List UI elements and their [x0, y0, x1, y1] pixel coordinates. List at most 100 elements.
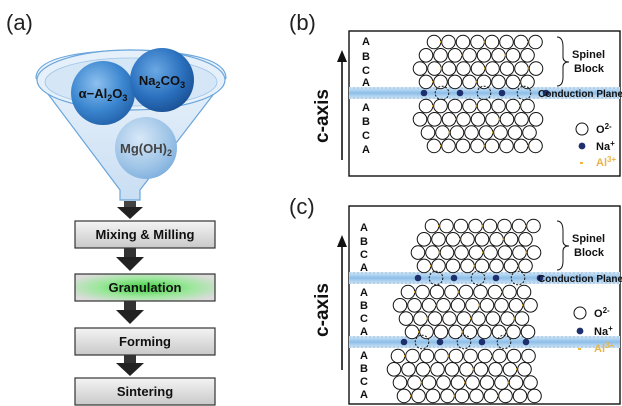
panel-c-oxygen-atom	[494, 375, 509, 390]
panel-a-label: (a)	[6, 10, 33, 35]
panel-c-oxygen-atom	[427, 311, 443, 326]
panel-c-oxygen-atom	[474, 258, 490, 274]
panel-c-row-mid-1: B	[360, 300, 368, 312]
soda-sphere: Na2CO3	[130, 48, 194, 112]
panel-b-oxygen-atom	[470, 138, 485, 154]
panel-c-bridging-oxygen	[414, 334, 430, 350]
panel-b-oxygen-atom	[456, 61, 471, 76]
panel-b-oxygen-atom	[514, 112, 529, 127]
panel-c-oxygen-atom	[413, 311, 428, 326]
panel-c-oxygen-atom	[502, 362, 518, 377]
panel-c-sodium-ion	[536, 274, 544, 282]
panel-c-oxygen-atom	[453, 218, 469, 234]
panel-b-oxygen-atom	[418, 98, 434, 114]
panel-b-oxygen-atom	[433, 98, 448, 114]
panel-b-oxygen-atom	[513, 34, 529, 50]
arrow-funnel-to-mixing	[117, 201, 143, 219]
panel-c-spinel-brace: Spinel Block	[556, 220, 605, 271]
panel-c-oxygen-atom	[448, 324, 463, 340]
panel-c-oxygen-atom	[462, 324, 478, 340]
panel-c-oxygen-atom	[492, 348, 507, 364]
panel-c-oxygen-atom	[405, 348, 420, 364]
panel-c-oxygen-atom	[450, 375, 466, 390]
panel-c-axis: c-axis	[312, 235, 347, 370]
panel-c-oxygen-atom	[439, 218, 454, 234]
panel-b-oxygen-atom	[418, 48, 434, 63]
panel-c-lattice	[386, 218, 544, 404]
panel-c-oxygen-atom	[429, 284, 445, 300]
panel-b-oxygen-atom	[456, 112, 471, 127]
panel-b-oxygen-atom	[447, 98, 463, 114]
panel-b-spinel-brace: Spinel Block	[556, 36, 605, 87]
panel-b-oxygen-atom	[427, 112, 442, 127]
panel-c-sodium-ion	[492, 274, 500, 282]
panel-c-oxygen-atom	[436, 298, 451, 313]
panel-c-oxygen-atom	[485, 311, 501, 326]
panel-b-oxygen-atom	[420, 125, 436, 140]
legend-c-sodium: Na+	[594, 324, 613, 338]
panel-c-sodium-ion	[414, 274, 422, 282]
panel-b-oxygen-atom	[505, 48, 521, 63]
legend-c-aluminum-dot	[578, 348, 581, 350]
panel-c-row-top-0: A	[360, 222, 368, 234]
panel-c-oxygen-atom	[431, 258, 446, 274]
panel-b-oxygen-atom	[484, 138, 500, 154]
panel-c-oxygen-atom	[430, 362, 445, 377]
panel-b-row-2: C	[362, 65, 370, 77]
panel-b-oxygen-atom	[514, 61, 529, 76]
panel-c-oxygen-atom	[477, 348, 493, 364]
panel-c-oxygen-atom	[460, 232, 475, 247]
panel-b-oxygen-atom	[522, 125, 537, 140]
panel-b-oxygen-atom	[528, 138, 543, 154]
panel-c-oxygen-atom	[523, 375, 538, 390]
panel-b-oxygen-atom	[493, 125, 508, 140]
panel-b-oxygen-atom	[470, 61, 486, 76]
panel-c-oxygen-atom	[419, 348, 435, 364]
legend-b-aluminum-dot	[580, 162, 583, 164]
panel-c-legend: O2- Na+ Al3+	[573, 306, 614, 355]
panel-c-oxygen-atom	[512, 245, 527, 260]
arrow-forming-to-sintering	[116, 355, 144, 376]
panel-b-oxygen-atom	[491, 48, 506, 63]
panel-c-oxygen-atom	[425, 245, 440, 260]
panel-c-bridging-oxygen	[496, 334, 512, 350]
panel-c-oxygen-atom	[436, 375, 451, 390]
panel-c-oxygen-atom	[439, 245, 455, 260]
panel-c-oxygen-atom	[456, 311, 472, 326]
legend-b-aluminum: Al3+	[596, 155, 616, 169]
panel-b-oxygen-atom	[499, 138, 514, 154]
panel-c-oxygen-atom	[416, 258, 432, 274]
panel-c-oxygen-atom	[526, 245, 542, 260]
panel-b-oxygen-atom	[441, 138, 456, 154]
panel-c-oxygen-atom	[454, 245, 469, 260]
panel-b-oxygen-atom	[447, 48, 463, 63]
panel-c-oxygen-atom	[489, 232, 504, 247]
panel-c-oxygen-atom	[469, 388, 484, 404]
panel-b-oxygen-atom	[485, 112, 500, 127]
panel-b-oxygen-atom	[462, 74, 477, 90]
panel-c-oxygen-atom	[407, 375, 422, 390]
step-sintering: Sintering	[74, 377, 216, 406]
panel-b-oxygen-atom	[499, 34, 514, 50]
panel-b-oxygen-atom	[507, 125, 523, 140]
soda-label: Na2CO3	[139, 73, 185, 90]
step-mixing-label: Mixing & Milling	[96, 227, 195, 242]
panel-c-oxygen-atom	[503, 258, 519, 274]
panel-c-oxygen-atom	[483, 245, 498, 260]
panel-c-bridging-oxygen	[470, 270, 486, 286]
panel-c-oxygen-atom	[400, 284, 416, 300]
panel-c-oxygen-atom	[445, 258, 461, 274]
legend-c-sodium-dot	[576, 327, 584, 335]
panel-c-oxygen-atom	[448, 348, 464, 364]
panel-b-oxygen-atom	[528, 34, 543, 50]
panel-c-oxygen-atom	[517, 362, 532, 377]
panel-c-oxygen-atom	[421, 298, 437, 313]
panel-c-oxygen-atom	[527, 388, 542, 404]
panel-c-oxygen-atom	[392, 375, 408, 390]
panel-c-oxygen-atom	[410, 245, 426, 260]
panel-c-oxygen-atom	[511, 218, 527, 234]
panel-b-oxygen-atom	[412, 61, 428, 76]
panel-b-row-labels: A B C A A B C A	[362, 36, 370, 156]
legend-b-sodium: Na+	[596, 139, 615, 153]
